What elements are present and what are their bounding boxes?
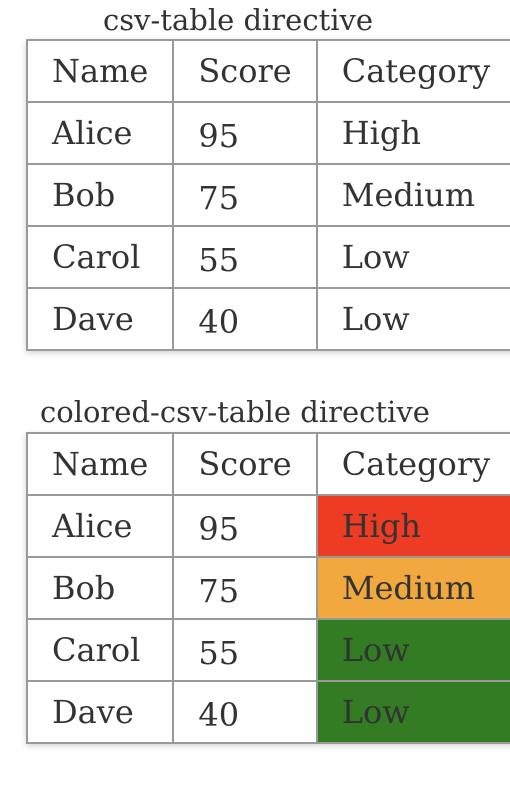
name-cell: Alice <box>27 102 173 164</box>
category-cell-medium: Medium <box>317 557 510 619</box>
score-value: 40 <box>198 303 239 341</box>
table-row: Alice 95 High <box>27 495 510 557</box>
score-value: 75 <box>198 179 239 217</box>
colored-csv-table-caption: colored-csv-table directive <box>40 394 430 430</box>
score-cell: 75 <box>173 557 316 619</box>
score-cell: 40 <box>173 681 316 743</box>
csv-table-caption: csv-table directive <box>103 2 373 38</box>
column-header-name: Name <box>27 40 173 102</box>
name-cell: Carol <box>27 619 173 681</box>
table-row: Carol 55 Low <box>27 226 510 288</box>
column-header-category: Category <box>317 40 510 102</box>
score-cell: 40 <box>173 288 316 350</box>
table-row: Dave 40 Low <box>27 681 510 743</box>
score-value: 55 <box>198 634 239 672</box>
category-cell: Medium <box>317 164 510 226</box>
score-value: 95 <box>198 510 239 548</box>
table-row: Carol 55 Low <box>27 619 510 681</box>
table-row: Alice 95 High <box>27 102 510 164</box>
score-value: 95 <box>198 117 239 155</box>
column-header-score: Score <box>173 433 316 495</box>
category-cell-low: Low <box>317 681 510 743</box>
score-value: 40 <box>198 696 239 734</box>
column-header-category: Category <box>317 433 510 495</box>
name-cell: Alice <box>27 495 173 557</box>
category-cell-high: High <box>317 495 510 557</box>
name-cell: Carol <box>27 226 173 288</box>
column-header-score: Score <box>173 40 316 102</box>
table-header-row: Name Score Category <box>27 40 510 102</box>
score-cell: 55 <box>173 226 316 288</box>
score-cell: 95 <box>173 102 316 164</box>
score-cell: 55 <box>173 619 316 681</box>
colored-csv-table: Name Score Category Alice 95 High Bob 75… <box>26 432 510 744</box>
table-row: Bob 75 Medium <box>27 557 510 619</box>
column-header-name: Name <box>27 433 173 495</box>
table-row: Bob 75 Medium <box>27 164 510 226</box>
name-cell: Dave <box>27 288 173 350</box>
category-cell: Low <box>317 288 510 350</box>
name-cell: Dave <box>27 681 173 743</box>
score-cell: 75 <box>173 164 316 226</box>
category-cell: High <box>317 102 510 164</box>
csv-table: Name Score Category Alice 95 High Bob 75… <box>26 39 510 351</box>
table-row: Dave 40 Low <box>27 288 510 350</box>
score-value: 75 <box>198 572 239 610</box>
table-header-row: Name Score Category <box>27 433 510 495</box>
score-cell: 95 <box>173 495 316 557</box>
name-cell: Bob <box>27 164 173 226</box>
category-cell-low: Low <box>317 619 510 681</box>
category-cell: Low <box>317 226 510 288</box>
name-cell: Bob <box>27 557 173 619</box>
score-value: 55 <box>198 241 239 279</box>
